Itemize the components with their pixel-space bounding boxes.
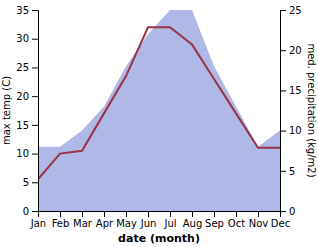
- tick-mark: [32, 10, 38, 11]
- tick: 15: [16, 120, 38, 131]
- tick-mark: [32, 182, 38, 183]
- tick-mark: [280, 10, 286, 11]
- tick-label: 5: [289, 166, 295, 177]
- tick-label: 0: [289, 206, 295, 217]
- tick-mark: [32, 67, 38, 68]
- tick-label: 30: [16, 33, 29, 44]
- tick-mark: [148, 211, 149, 217]
- y-axis-title: max temp (C): [1, 76, 12, 145]
- chart-svg: JanFebMarAprMayJunJulAugSepOctNovDec0510…: [0, 0, 318, 247]
- tick-mark: [236, 211, 237, 217]
- tick-mark: [214, 211, 215, 217]
- tick-label: Feb: [52, 218, 70, 229]
- tick: 30: [16, 33, 38, 44]
- tick: May: [116, 211, 137, 229]
- tick-mark: [280, 171, 286, 172]
- tick-label: Jun: [140, 218, 157, 229]
- tick: 5: [280, 166, 295, 177]
- tick-mark: [60, 211, 61, 217]
- chart-container: JanFebMarAprMayJunJulAugSepOctNovDec0510…: [0, 0, 318, 247]
- tick: Oct: [228, 211, 245, 229]
- tick-mark: [32, 96, 38, 97]
- axis-line: [39, 212, 281, 218]
- tick-mark: [192, 211, 193, 217]
- x-axis: Jan FebMarAprMayJun Jul AugSep Oct NovDec: [30, 211, 290, 229]
- axis-line: [281, 11, 287, 212]
- tick-label: 25: [16, 62, 29, 73]
- tick-label: 15: [289, 85, 302, 96]
- tick-label: Apr: [96, 218, 114, 229]
- tick: Mar: [73, 211, 93, 229]
- tick-mark: [82, 211, 83, 217]
- plot-area: [38, 10, 280, 211]
- tick-label: Mar: [73, 218, 93, 229]
- tick-label: 15: [16, 120, 29, 131]
- tick-label: 0: [23, 206, 29, 217]
- tick: 15: [280, 85, 302, 96]
- y2-axis: 0 5 10 15 20 25: [280, 5, 302, 217]
- tick-label: Aug: [183, 218, 203, 229]
- chart-area: JanFebMarAprMayJunJulAugSepOctNovDec0510…: [1, 5, 317, 245]
- x-axis-title: date (month): [118, 232, 200, 245]
- tick-mark: [126, 211, 127, 217]
- tick: 20: [16, 91, 38, 102]
- tick-mark: [32, 39, 38, 40]
- tick-label: Nov: [249, 218, 269, 229]
- tick: 35: [16, 5, 38, 16]
- tick-mark: [32, 125, 38, 126]
- tick-label: 20: [16, 91, 29, 102]
- tick-label: Dec: [271, 218, 290, 229]
- tick-label: Sep: [205, 218, 224, 229]
- y-axis: 0 5 10 15 20 25 30 35: [16, 5, 38, 217]
- tick-label: 5: [23, 177, 29, 188]
- tick: Jun: [140, 211, 157, 229]
- tick-label: 35: [16, 5, 29, 16]
- tick-mark: [280, 90, 286, 91]
- tick: 20: [280, 45, 302, 56]
- tick: 10: [280, 125, 302, 136]
- tick-label: 10: [289, 125, 302, 136]
- tick-mark: [280, 50, 286, 51]
- tick-mark: [258, 211, 259, 217]
- tick-label: May: [116, 218, 137, 229]
- tick-mark: [170, 211, 171, 217]
- tick: Jul: [163, 211, 176, 229]
- tick: Sep: [205, 211, 224, 229]
- tick-label: 10: [16, 148, 29, 159]
- precipitation-area: [38, 10, 280, 211]
- tick-label: Jul: [163, 218, 176, 229]
- tick: Jan: [30, 211, 46, 229]
- tick: Feb: [52, 211, 70, 229]
- tick-label: 20: [289, 45, 302, 56]
- tick-mark: [280, 131, 286, 132]
- tick-mark: [280, 211, 286, 212]
- tick: Dec: [271, 211, 290, 229]
- tick: 10: [16, 148, 38, 159]
- tick: Nov: [249, 211, 269, 229]
- tick: 0: [23, 206, 38, 217]
- tick: 25: [16, 62, 38, 73]
- y2-axis-title: med. precipitation (kg/m2): [306, 43, 317, 177]
- tick: 0: [280, 206, 295, 217]
- tick-mark: [104, 211, 105, 217]
- tick-label: Oct: [228, 218, 245, 229]
- tick-mark: [32, 154, 38, 155]
- tick: 5: [23, 177, 38, 188]
- tick-mark: [32, 211, 38, 212]
- tick: Aug: [183, 211, 203, 229]
- axis-line: [32, 11, 39, 212]
- temperature-line: [38, 27, 280, 179]
- tick: Apr: [96, 211, 114, 229]
- tick-label: Jan: [30, 218, 46, 229]
- tick-label: 25: [289, 5, 302, 16]
- tick: 25: [280, 5, 302, 16]
